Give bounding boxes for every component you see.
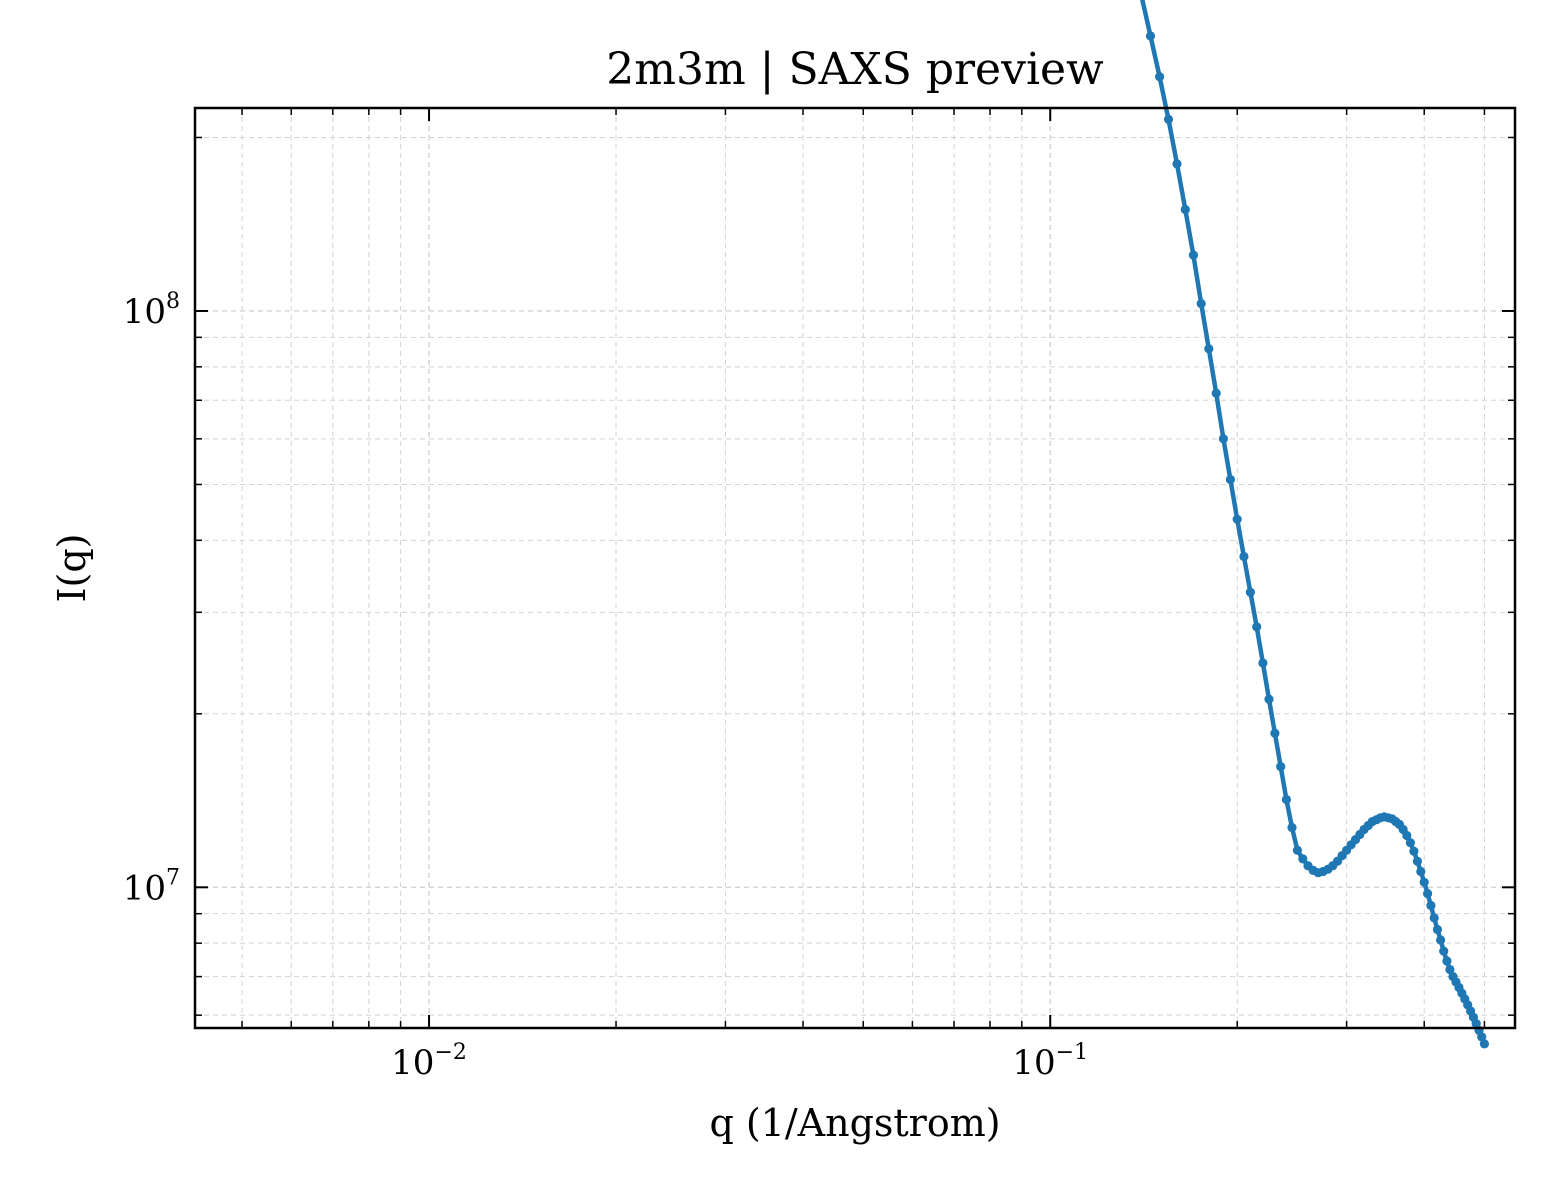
data-point xyxy=(1439,946,1449,956)
data-point xyxy=(1426,900,1436,911)
y-tick-label: 107 xyxy=(123,865,180,908)
ticks: 10−2 10−1 107 108 xyxy=(123,108,1515,1083)
data-point xyxy=(1264,694,1274,704)
data-point xyxy=(1270,728,1280,738)
data-point xyxy=(1445,964,1455,975)
data-point xyxy=(1145,31,1156,41)
data-point xyxy=(1252,622,1262,632)
x-tick-label: 10−1 xyxy=(1012,1040,1088,1083)
data-point xyxy=(1204,344,1214,354)
data-point xyxy=(1172,159,1182,169)
series-layer xyxy=(1140,0,1489,1049)
chart-title: 2m3m | SAXS preview xyxy=(606,44,1104,95)
y-axis-label: I(q) xyxy=(50,534,94,603)
grid xyxy=(195,108,1515,1028)
data-point xyxy=(1477,1032,1487,1042)
data-point xyxy=(1232,514,1242,524)
data-point xyxy=(1416,866,1426,877)
data-point xyxy=(1245,587,1255,597)
y-tick-label: 108 xyxy=(123,289,180,332)
data-point xyxy=(1479,1039,1489,1049)
data-point xyxy=(1239,551,1249,562)
data-point xyxy=(1180,204,1190,215)
data-point xyxy=(1442,956,1452,966)
data-point xyxy=(1402,830,1412,841)
data-point xyxy=(1429,913,1439,923)
data-point xyxy=(1188,250,1198,260)
data-point xyxy=(1298,854,1308,864)
data-point xyxy=(1281,794,1291,805)
data-point xyxy=(1163,114,1174,124)
data-point xyxy=(1405,838,1415,848)
data-point xyxy=(1423,889,1433,899)
data-point xyxy=(1196,299,1206,309)
data-point xyxy=(1436,935,1446,945)
data-point xyxy=(1258,658,1268,668)
data-point xyxy=(1276,762,1286,772)
data-point xyxy=(1412,856,1422,866)
x-axis-label: q (1/Angstrom) xyxy=(709,1101,1000,1145)
series-line xyxy=(1140,0,1487,1045)
x-tick-label: 10−2 xyxy=(391,1040,467,1083)
data-point xyxy=(1432,924,1442,935)
data-point xyxy=(1287,822,1297,833)
plot-frame xyxy=(193,106,1517,1030)
data-point xyxy=(1218,434,1228,444)
data-point xyxy=(1409,846,1419,856)
data-point xyxy=(1419,877,1429,887)
data-point xyxy=(1225,474,1235,485)
data-point xyxy=(1211,388,1221,398)
data-point xyxy=(1292,845,1302,855)
data-point xyxy=(1155,72,1165,82)
